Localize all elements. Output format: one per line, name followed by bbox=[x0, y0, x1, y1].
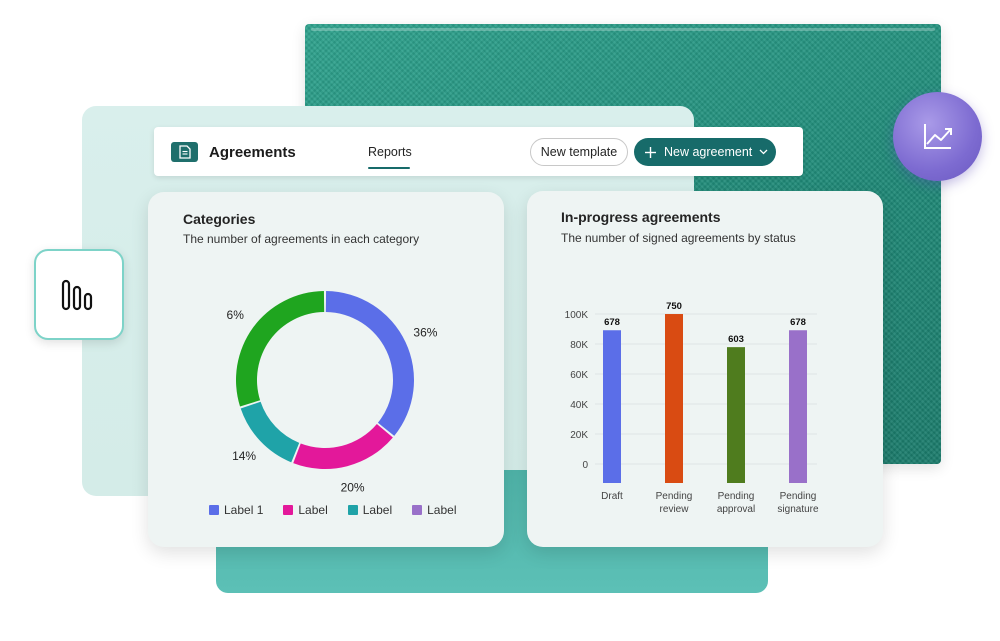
legend-item: Label bbox=[283, 503, 328, 517]
chart-legend: Label 1 Label Label Label bbox=[209, 503, 477, 517]
slice-label: 20% bbox=[341, 481, 365, 492]
y-tick-label: 0 bbox=[582, 460, 588, 471]
bar-value-label: 678 bbox=[604, 317, 620, 328]
x-category-label: Draft bbox=[601, 491, 623, 502]
tab-reports[interactable]: Reports bbox=[368, 145, 412, 159]
tab-active-indicator bbox=[368, 167, 410, 169]
categories-title: Categories bbox=[183, 211, 256, 227]
bar bbox=[789, 330, 807, 483]
bar-chart-icon bbox=[61, 279, 93, 311]
new-template-button[interactable]: New template bbox=[530, 138, 628, 166]
slice-label: 36% bbox=[413, 326, 437, 340]
legend-item: Label 1 bbox=[209, 503, 263, 517]
categories-card: Categories The number of agreements in e… bbox=[148, 192, 504, 547]
bar-value-label: 603 bbox=[728, 334, 744, 345]
y-tick-label: 20K bbox=[570, 430, 588, 441]
bar bbox=[603, 330, 621, 483]
slice-label: 6% bbox=[227, 308, 245, 322]
trend-tile bbox=[893, 92, 982, 181]
legend-label: Label bbox=[362, 503, 393, 517]
in-progress-card: In-progress agreements The number of sig… bbox=[527, 191, 883, 547]
bar bbox=[665, 314, 683, 483]
bar-chart: 0 20K 40K 60K 80K 100K 678 Draft 750 Pending revie… bbox=[565, 301, 819, 515]
new-agreement-label: New agreement bbox=[664, 145, 753, 159]
in-progress-subtitle: The number of signed agreements by statu… bbox=[561, 231, 796, 245]
donut-slice bbox=[236, 291, 325, 407]
bar-value-label: 750 bbox=[666, 301, 682, 312]
bar bbox=[727, 347, 745, 483]
donut-slice bbox=[293, 423, 393, 470]
app-header: Agreements Reports New template New agre… bbox=[154, 127, 803, 176]
legend-swatch bbox=[347, 505, 358, 515]
legend-item: Label bbox=[412, 503, 457, 517]
x-category-label: Pending bbox=[780, 491, 817, 502]
donut-slice bbox=[325, 291, 414, 436]
categories-subtitle: The number of agreements in each categor… bbox=[183, 232, 420, 246]
x-category-label: approval bbox=[717, 504, 755, 515]
slice-label: 14% bbox=[232, 449, 256, 463]
x-category-label: signature bbox=[777, 504, 819, 515]
legend-swatch bbox=[283, 505, 294, 515]
plus-icon bbox=[645, 146, 656, 158]
x-category-label: Pending bbox=[656, 491, 693, 502]
bar-value-label: 678 bbox=[790, 317, 806, 328]
y-tick-label: 100K bbox=[565, 310, 589, 321]
donut-chart: 36% 20% 14% 6% bbox=[227, 291, 438, 492]
chevron-down-icon bbox=[759, 149, 768, 155]
trending-up-icon bbox=[924, 124, 952, 149]
y-tick-label: 80K bbox=[570, 340, 588, 351]
legend-label: Label bbox=[298, 503, 328, 517]
legend-item: Label bbox=[347, 503, 393, 517]
bar-chart-tile bbox=[34, 249, 124, 340]
x-category-label: review bbox=[660, 504, 690, 515]
y-tick-label: 40K bbox=[570, 400, 588, 411]
legend-swatch bbox=[412, 505, 423, 515]
y-tick-label: 60K bbox=[570, 370, 588, 381]
donut-slice bbox=[240, 401, 300, 463]
in-progress-title: In-progress agreements bbox=[561, 209, 721, 225]
page-title: Agreements bbox=[209, 144, 296, 161]
document-icon bbox=[171, 142, 198, 162]
new-agreement-button[interactable]: New agreement bbox=[634, 138, 776, 166]
legend-swatch bbox=[209, 505, 219, 515]
x-category-label: Pending bbox=[718, 491, 755, 502]
legend-label: Label bbox=[427, 503, 457, 517]
legend-label: Label 1 bbox=[224, 503, 264, 517]
